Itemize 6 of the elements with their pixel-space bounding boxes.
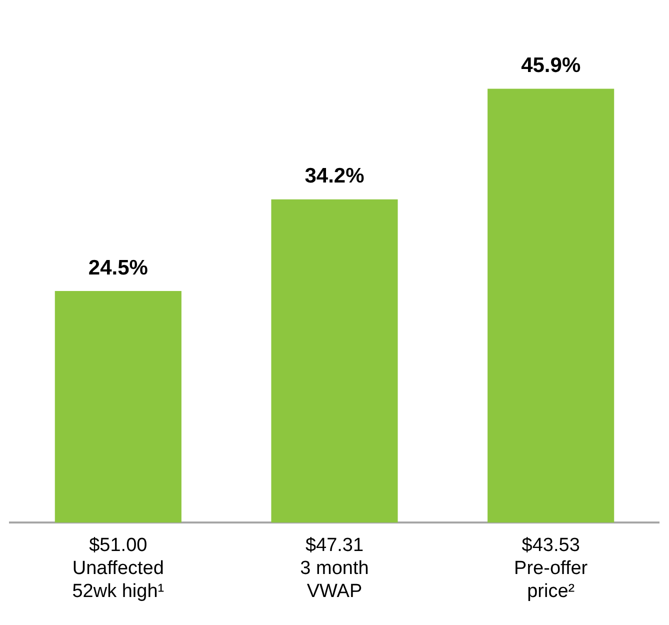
x-tick-label: $51.00 Unaffected 52wk high¹ [72, 535, 164, 602]
data-label: 34.2% [304, 164, 365, 188]
x-tick-label: $43.53 Pre-offer price² [514, 535, 588, 602]
x-tick-label: $47.31 3 month VWAP [300, 535, 369, 602]
data-label: 24.5% [88, 256, 148, 280]
data-label: 45.9% [521, 54, 581, 78]
